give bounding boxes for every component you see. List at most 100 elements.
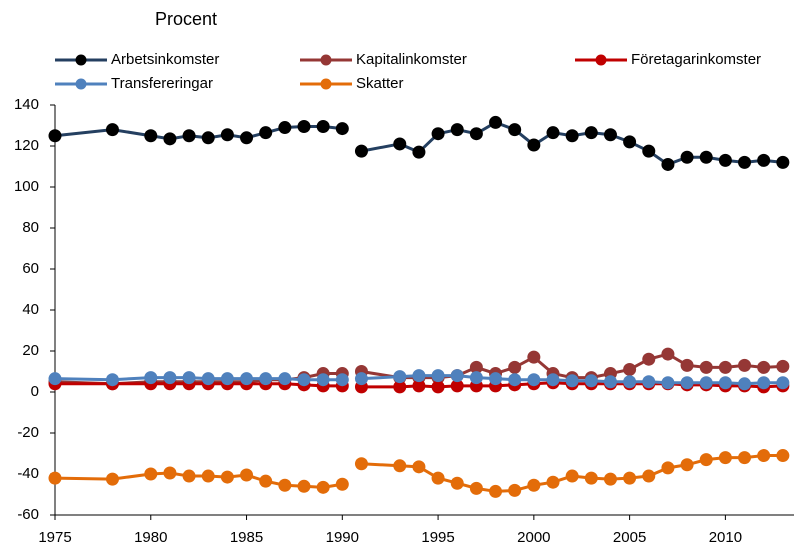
data-point bbox=[144, 467, 158, 481]
data-point bbox=[450, 369, 464, 383]
data-point bbox=[699, 360, 713, 374]
data-point bbox=[680, 150, 694, 164]
data-point bbox=[259, 126, 273, 140]
data-point bbox=[105, 472, 119, 486]
data-point bbox=[699, 150, 713, 164]
y-tick-label: -40 bbox=[17, 465, 39, 482]
data-point bbox=[278, 478, 292, 492]
data-point bbox=[469, 360, 483, 374]
data-point bbox=[412, 369, 426, 383]
x-tick-label: 2000 bbox=[517, 529, 550, 546]
y-tick-label: 80 bbox=[22, 219, 39, 236]
data-point bbox=[469, 481, 483, 495]
legend-label: Kapitalinkomster bbox=[356, 51, 467, 68]
data-point bbox=[144, 129, 158, 143]
data-point bbox=[776, 449, 790, 463]
data-point bbox=[412, 379, 426, 393]
data-point bbox=[163, 132, 177, 146]
x-tick-label: 1995 bbox=[421, 529, 454, 546]
data-point bbox=[603, 472, 617, 486]
data-point bbox=[718, 153, 732, 167]
data-point bbox=[565, 469, 579, 483]
data-point bbox=[240, 468, 254, 482]
data-point bbox=[393, 370, 407, 384]
data-point bbox=[450, 379, 464, 393]
data-point bbox=[431, 471, 445, 485]
data-point bbox=[603, 128, 617, 142]
data-point bbox=[642, 144, 656, 158]
data-point bbox=[220, 470, 234, 484]
data-point bbox=[738, 358, 752, 372]
data-point bbox=[776, 155, 790, 169]
data-point bbox=[431, 369, 445, 383]
data-point bbox=[450, 123, 464, 137]
data-point bbox=[182, 129, 196, 143]
data-point bbox=[661, 461, 675, 475]
data-point bbox=[508, 373, 522, 387]
legend-marker bbox=[320, 78, 332, 90]
y-tick-label: -60 bbox=[17, 506, 39, 523]
data-point bbox=[738, 451, 752, 465]
data-point bbox=[776, 376, 790, 390]
data-point bbox=[642, 375, 656, 389]
data-point bbox=[565, 374, 579, 388]
data-point bbox=[718, 451, 732, 465]
data-point bbox=[220, 372, 234, 386]
data-point bbox=[718, 376, 732, 390]
data-point bbox=[316, 373, 330, 387]
data-point bbox=[393, 137, 407, 151]
y-tick-label: 120 bbox=[14, 137, 39, 154]
data-point bbox=[412, 460, 426, 474]
data-point bbox=[431, 380, 445, 394]
data-point bbox=[680, 376, 694, 390]
data-point bbox=[508, 360, 522, 374]
data-point bbox=[584, 374, 598, 388]
data-point bbox=[489, 115, 503, 129]
y-tick-label: 20 bbox=[22, 342, 39, 359]
data-point bbox=[546, 126, 560, 140]
data-point bbox=[642, 352, 656, 366]
data-point bbox=[259, 372, 273, 386]
data-point bbox=[546, 475, 560, 489]
legend-marker bbox=[75, 78, 87, 90]
data-point bbox=[354, 144, 368, 158]
data-point bbox=[354, 457, 368, 471]
data-point bbox=[565, 129, 579, 143]
data-point bbox=[738, 155, 752, 169]
data-point bbox=[623, 375, 637, 389]
data-point bbox=[278, 121, 292, 135]
data-point bbox=[354, 372, 368, 386]
data-point bbox=[603, 375, 617, 389]
data-point bbox=[201, 131, 215, 145]
series-line bbox=[361, 374, 783, 386]
data-point bbox=[278, 372, 292, 386]
data-point bbox=[584, 126, 598, 140]
data-point bbox=[623, 135, 637, 149]
data-point bbox=[105, 373, 119, 387]
data-point bbox=[623, 362, 637, 376]
series-line bbox=[361, 120, 784, 167]
data-point bbox=[546, 373, 560, 387]
x-tick-label: 2010 bbox=[709, 529, 742, 546]
data-point bbox=[335, 477, 349, 491]
data-point bbox=[527, 350, 541, 364]
data-point bbox=[431, 127, 445, 141]
x-tick-label: 1985 bbox=[230, 529, 263, 546]
data-point bbox=[48, 372, 62, 386]
x-tick-label: 1975 bbox=[38, 529, 71, 546]
data-point bbox=[508, 483, 522, 497]
data-point bbox=[527, 138, 541, 152]
data-point bbox=[642, 469, 656, 483]
legend-marker bbox=[320, 54, 332, 66]
data-point bbox=[201, 469, 215, 483]
data-point bbox=[718, 360, 732, 374]
data-point bbox=[489, 484, 503, 498]
legend-marker bbox=[75, 54, 87, 66]
data-point bbox=[297, 479, 311, 493]
data-point bbox=[661, 157, 675, 171]
data-point bbox=[297, 120, 311, 134]
data-point bbox=[527, 478, 541, 492]
data-point bbox=[259, 474, 273, 488]
legend-label: Skatter bbox=[356, 75, 404, 92]
